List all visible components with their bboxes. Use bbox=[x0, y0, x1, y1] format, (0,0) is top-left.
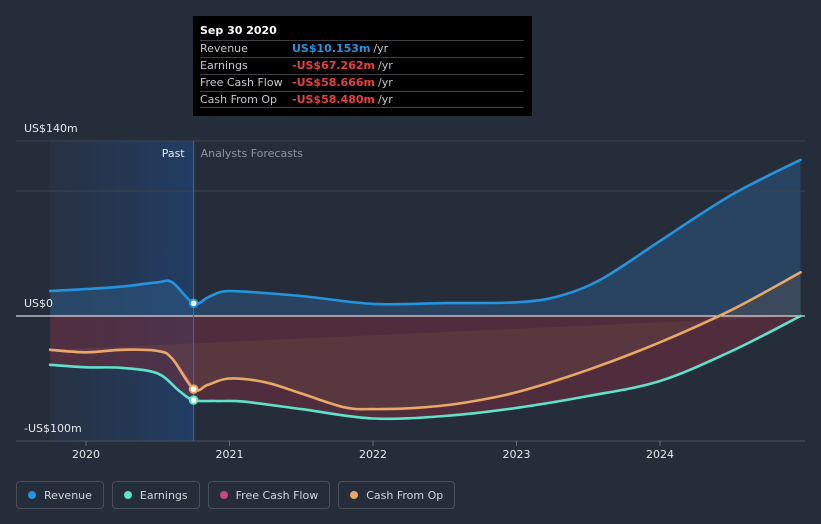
tooltip-unit: /yr bbox=[377, 59, 393, 72]
legend-dot-icon bbox=[219, 491, 228, 499]
tooltip-label: Cash From Op bbox=[200, 92, 278, 106]
tooltip-date: Sep 30 2020 bbox=[200, 24, 277, 37]
legend-item-revenue[interactable]: Revenue bbox=[16, 481, 104, 509]
tooltip-value: -US$58.666m bbox=[292, 76, 375, 89]
legend-item-earnings[interactable]: Earnings bbox=[111, 481, 200, 509]
y-tick-label: -US$100m bbox=[24, 422, 82, 435]
x-tick-label: 2020 bbox=[72, 448, 100, 461]
series-marker-cash-from-op bbox=[188, 384, 199, 394]
chart-markers bbox=[188, 298, 199, 405]
chart-series-lines bbox=[48, 158, 802, 421]
legend-label: Revenue bbox=[44, 488, 92, 502]
legend-item-cash-from-op[interactable]: Cash From Op bbox=[338, 481, 456, 509]
x-tick-label: 2023 bbox=[503, 448, 531, 461]
legend-dot-icon bbox=[350, 491, 359, 499]
y-tick-label: US$140m bbox=[24, 122, 78, 135]
legend-label: Cash From Op bbox=[366, 488, 444, 502]
series-line-earnings bbox=[48, 314, 802, 421]
tooltip-label: Revenue bbox=[200, 42, 248, 55]
tooltip-unit: /yr bbox=[377, 76, 393, 89]
tooltip-row-free-cash-flow: Free Cash Flow -US$58.666m /yr bbox=[200, 74, 524, 91]
tooltip-label: Earnings bbox=[200, 59, 248, 72]
chart-labels: US$140m US$0 -US$100m 2020 2021 2022 2023 2024 P… bbox=[24, 122, 674, 461]
x-tick-label: 2021 bbox=[216, 448, 244, 461]
cash-from-op-area bbox=[50, 272, 801, 410]
legend-label: Free Cash Flow bbox=[235, 488, 319, 502]
tooltip-row-cash-from-op: Cash From Op -US$58.480m /yr bbox=[200, 91, 524, 108]
loss-area bbox=[50, 316, 801, 419]
tooltip-row-revenue: Revenue US$10.153m /yr bbox=[200, 40, 524, 57]
chart-legend: Revenue Earnings Free Cash Flow Cash Fro… bbox=[16, 481, 463, 509]
tooltip-row-earnings: Earnings -US$67.262m /yr bbox=[200, 57, 524, 74]
tooltip-unit: /yr bbox=[373, 42, 389, 55]
past-label: Past bbox=[162, 147, 186, 160]
tooltip-panel: Sep 30 2020 Revenue US$10.153m /yr Earni… bbox=[193, 16, 532, 116]
tooltip-value: -US$58.480m bbox=[292, 92, 375, 106]
series-marker-revenue bbox=[188, 298, 199, 309]
legend-dot-icon bbox=[123, 491, 132, 499]
chart-area-fills bbox=[50, 159, 801, 419]
y-tick-label: US$0 bbox=[24, 297, 53, 310]
forecast-label: Analysts Forecasts bbox=[201, 147, 304, 160]
tooltip-value: US$10.153m bbox=[292, 42, 371, 55]
legend-label: Earnings bbox=[139, 488, 188, 502]
revenue-area bbox=[50, 159, 801, 316]
legend-dot-icon bbox=[28, 491, 36, 499]
x-tick-label: 2024 bbox=[646, 448, 674, 461]
legend-item-free-cash-flow[interactable]: Free Cash Flow bbox=[207, 481, 331, 509]
tooltip-unit: /yr bbox=[377, 92, 393, 106]
series-line-revenue bbox=[48, 158, 802, 306]
x-tick-label: 2022 bbox=[359, 448, 387, 461]
series-line-cash-from-op bbox=[48, 271, 802, 411]
series-marker-earnings bbox=[188, 395, 199, 405]
tooltip-label: Free Cash Flow bbox=[200, 76, 283, 89]
tooltip-value: -US$67.262m bbox=[292, 59, 375, 72]
